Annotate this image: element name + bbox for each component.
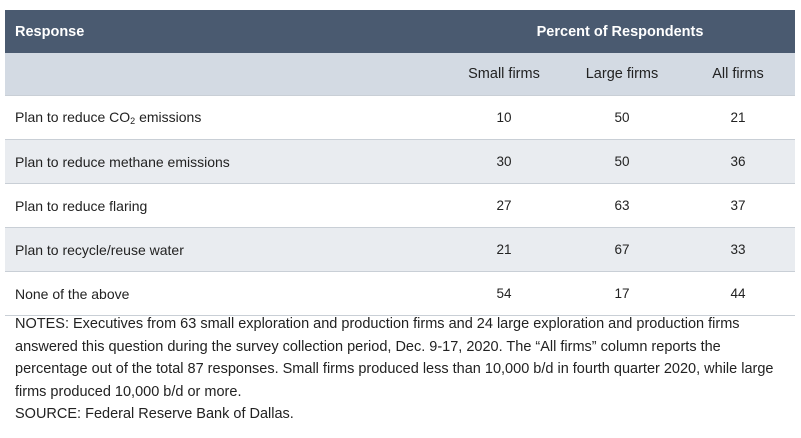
value-small: 27 [445, 183, 563, 228]
table-row: Plan to recycle/reuse water 21 67 33 [5, 227, 796, 272]
value-large: 50 [563, 95, 681, 140]
notes-block: NOTES: Executives from 63 small explorat… [15, 313, 785, 426]
column-header-small: Small firms [445, 53, 563, 96]
percent-header: Percent of Respondents [445, 10, 796, 53]
row-label: Plan to reduce CO2 emissions [5, 95, 445, 140]
value-large: 67 [563, 227, 681, 272]
notes-text: NOTES: Executives from 63 small explorat… [15, 316, 774, 400]
value-all: 44 [681, 271, 796, 316]
value-small: 30 [445, 139, 563, 184]
column-header-all: All firms [681, 53, 796, 96]
value-all: 33 [681, 227, 796, 272]
row-label-part: Plan to reduce CO [15, 109, 131, 125]
blank-header-cell [5, 53, 445, 96]
table-row: Plan to reduce CO2 emissions 10 50 21 [5, 95, 796, 140]
value-small: 54 [445, 271, 563, 316]
survey-table: Response Percent of Respondents Small fi… [5, 10, 796, 316]
subheader-row: Small firms Large firms All firms [5, 53, 796, 96]
subscript: 2 [130, 116, 136, 126]
value-small: 10 [445, 95, 563, 140]
row-label: Plan to recycle/reuse water [5, 227, 445, 272]
value-all: 21 [681, 95, 796, 140]
row-label-part: emissions [135, 109, 202, 125]
value-all: 36 [681, 139, 796, 184]
column-header-large: Large firms [563, 53, 681, 96]
value-large: 17 [563, 271, 681, 316]
table-row: Plan to reduce flaring 27 63 37 [5, 183, 796, 228]
row-label: Plan to reduce methane emissions [5, 139, 445, 184]
row-label: None of the above [5, 271, 445, 316]
header-row: Response Percent of Respondents [5, 10, 796, 53]
value-all: 37 [681, 183, 796, 228]
response-header: Response [5, 10, 445, 53]
source-text: SOURCE: Federal Reserve Bank of Dallas. [15, 406, 294, 422]
value-large: 50 [563, 139, 681, 184]
value-small: 21 [445, 227, 563, 272]
value-large: 63 [563, 183, 681, 228]
table-row: None of the above 54 17 44 [5, 271, 796, 316]
row-label: Plan to reduce flaring [5, 183, 445, 228]
table-row: Plan to reduce methane emissions 30 50 3… [5, 139, 796, 184]
